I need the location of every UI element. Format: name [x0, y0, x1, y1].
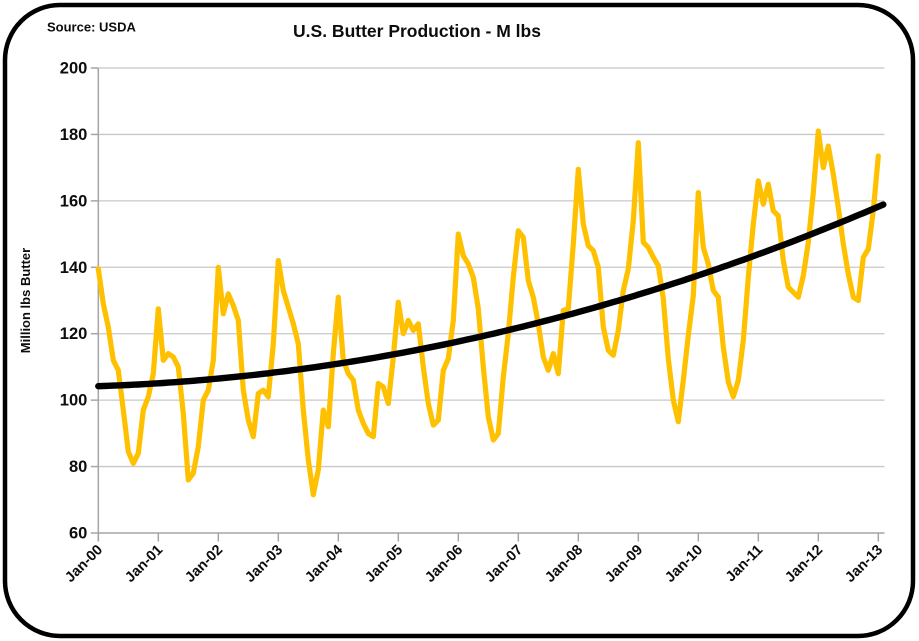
- x-tick-label: Jan-03: [242, 542, 286, 586]
- y-tick-label: 100: [60, 392, 88, 410]
- y-tick-label: 80: [69, 458, 87, 476]
- x-tick-label: Jan-11: [723, 542, 766, 585]
- chart-title: U.S. Butter Production - M lbs: [293, 21, 541, 41]
- y-tick-label: 120: [60, 325, 88, 343]
- production-line: [95, 128, 881, 498]
- x-tick-label-group: Jan-07: [482, 542, 526, 586]
- y-tick-label: 180: [60, 126, 88, 144]
- x-tick-label: Jan-00: [62, 542, 106, 586]
- x-tick-label: Jan-13: [842, 542, 886, 586]
- x-tick-label-group: Jan-00: [62, 542, 106, 586]
- y-axis-title: Million lbs Butter: [18, 248, 33, 353]
- x-tick-label-group: Jan-13: [842, 542, 886, 586]
- x-tick-label-group: Jan-09: [602, 542, 646, 586]
- axes: [90, 67, 885, 542]
- x-tick-label-group: Jan-06: [422, 542, 466, 586]
- x-tick-label: Jan-10: [662, 542, 706, 586]
- y-tick-label: 200: [60, 60, 88, 78]
- x-tick-label: Jan-01: [122, 542, 166, 586]
- x-tick-label-group: Jan-08: [542, 542, 586, 586]
- x-tick-label-group: Jan-11: [723, 542, 766, 585]
- y-tick-label: 140: [60, 259, 88, 277]
- x-tick-label: Jan-05: [362, 542, 406, 586]
- x-tick-label: Jan-07: [482, 542, 526, 586]
- x-tick-label-group: Jan-05: [362, 542, 406, 586]
- y-tick-label: 160: [60, 192, 88, 210]
- source-label: Source: USDA: [47, 20, 136, 35]
- x-tick-label-group: Jan-03: [242, 542, 286, 586]
- trend-line: [95, 201, 887, 390]
- x-tick-label: Jan-08: [542, 542, 586, 586]
- y-tick-labels: 200 180 160 140 120 100 80 60: [60, 60, 88, 543]
- y-tick-label: 60: [69, 525, 87, 543]
- x-tick-label-group: Jan-12: [782, 542, 826, 586]
- x-tick-label-group: Jan-02: [182, 542, 226, 586]
- x-tick-label: Jan-02: [182, 542, 226, 586]
- data-series: [95, 128, 887, 498]
- x-tick-label-group: Jan-01: [122, 542, 166, 586]
- x-tick-label: Jan-12: [782, 542, 826, 586]
- x-tick-label: Jan-04: [302, 542, 346, 586]
- x-tick-labels: Jan-00 Jan-01 Jan-02 Jan-03 Jan-04 Jan-05 Jan-…: [62, 542, 886, 586]
- x-tick-label-group: Jan-04: [302, 542, 346, 586]
- x-tick-label: Jan-06: [422, 542, 466, 586]
- x-tick-label: Jan-09: [602, 542, 646, 586]
- x-tick-label-group: Jan-10: [662, 542, 706, 586]
